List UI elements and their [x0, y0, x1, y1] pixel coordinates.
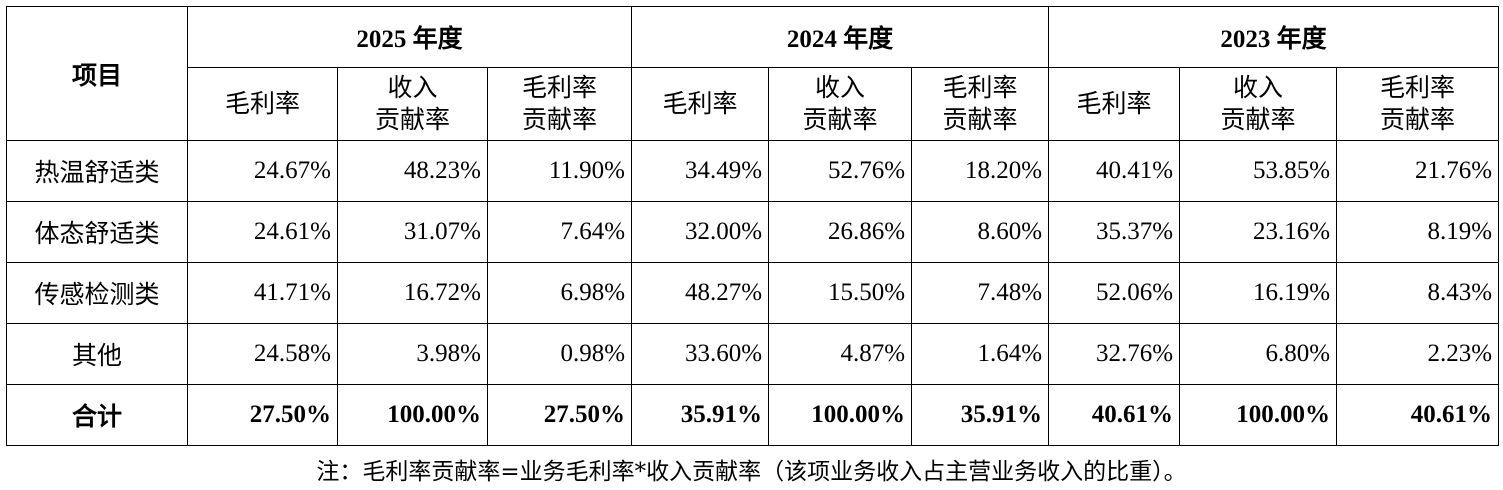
table-row: 体态舒适类 24.61% 31.07% 7.64% 32.00% 26.86% … [6, 201, 1500, 263]
total-cell: 100.00% [337, 384, 488, 446]
table-cell: 16.19% [1179, 262, 1338, 324]
table-cell: 24.67% [187, 140, 338, 202]
total-cell: 100.00% [768, 384, 913, 446]
table-footnote: 注：毛利率贡献率=业务毛利率*收入贡献率（该项业务收入占主营业务收入的比重）。 [316, 459, 1187, 485]
subheader-text: 毛利率 [942, 73, 1018, 102]
subheader-text: 贡献率 [522, 105, 598, 134]
item-column-header: 项目 [6, 6, 188, 141]
subheader-text: 贡献率 [942, 105, 1018, 134]
row-label: 热温舒适类 [6, 140, 188, 202]
table-cell: 26.86% [768, 201, 913, 263]
margin-contribution-header: 毛利率 贡献率 [1336, 67, 1500, 141]
subheader-text: 毛利率 [1076, 89, 1152, 118]
table-cell: 31.07% [337, 201, 488, 263]
subheader-text: 毛利率 [522, 73, 598, 102]
total-cell: 40.61% [1336, 384, 1500, 446]
table-row: 热温舒适类 24.67% 48.23% 11.90% 34.49% 52.76%… [6, 140, 1500, 202]
table-cell: 15.50% [768, 262, 913, 324]
table-cell: 24.58% [187, 323, 338, 385]
total-cell: 35.91% [631, 384, 770, 446]
table-cell: 3.98% [337, 323, 488, 385]
table-cell: 16.72% [337, 262, 488, 324]
subheader-text: 贡献率 [802, 105, 878, 134]
table-cell: 48.27% [631, 262, 770, 324]
table-cell: 7.48% [911, 262, 1050, 324]
year-header-2023: 2023 年度 [1048, 6, 1500, 68]
table-cell: 11.90% [486, 140, 633, 202]
table-cell: 0.98% [486, 323, 633, 385]
revenue-contribution-header: 收入 贡献率 [768, 67, 913, 141]
table-cell: 8.60% [911, 201, 1050, 263]
table-cell: 24.61% [187, 201, 338, 263]
table-row: 传感检测类 41.71% 16.72% 6.98% 48.27% 15.50% … [6, 262, 1500, 324]
row-label: 体态舒适类 [6, 201, 188, 263]
table-cell: 6.98% [486, 262, 633, 324]
gross-margin-header: 毛利率 [187, 67, 338, 141]
table-cell: 33.60% [631, 323, 770, 385]
total-cell: 27.50% [486, 384, 633, 446]
total-cell: 40.61% [1048, 384, 1181, 446]
total-cell: 35.91% [911, 384, 1050, 446]
table-cell: 32.76% [1048, 323, 1181, 385]
margin-contribution-header: 毛利率 贡献率 [486, 67, 633, 141]
table-cell: 40.41% [1048, 140, 1181, 202]
table-cell: 1.64% [911, 323, 1050, 385]
subheader-text: 毛利率 [224, 89, 300, 118]
table-cell: 7.64% [486, 201, 633, 263]
table-cell: 8.19% [1336, 201, 1500, 263]
subheader-text: 贡献率 [374, 105, 450, 134]
subheader-text: 贡献率 [1220, 105, 1296, 134]
table-cell: 6.80% [1179, 323, 1338, 385]
table-row: 其他 24.58% 3.98% 0.98% 33.60% 4.87% 1.64%… [6, 323, 1500, 385]
year-header-2025: 2025 年度 [186, 6, 633, 68]
total-label: 合计 [6, 384, 188, 446]
subheader-text: 毛利率 [1380, 73, 1456, 102]
row-label: 其他 [6, 323, 188, 385]
subheader-text: 毛利率 [662, 89, 738, 118]
table-cell: 4.87% [768, 323, 913, 385]
table-cell: 2.23% [1336, 323, 1500, 385]
row-label: 传感检测类 [6, 262, 188, 324]
subheader-text: 收入 [387, 73, 438, 102]
total-cell: 27.50% [187, 384, 338, 446]
subheader-text: 贡献率 [1380, 105, 1456, 134]
revenue-contribution-header: 收入 贡献率 [337, 67, 488, 141]
table-cell: 21.76% [1336, 140, 1500, 202]
table-cell: 53.85% [1179, 140, 1338, 202]
subheader-text: 收入 [815, 73, 866, 102]
revenue-contribution-header: 收入 贡献率 [1179, 67, 1338, 141]
table-cell: 48.23% [337, 140, 488, 202]
table-cell: 23.16% [1179, 201, 1338, 263]
margin-contribution-header: 毛利率 贡献率 [911, 67, 1050, 141]
table-cell: 52.06% [1048, 262, 1181, 324]
year-header-2024: 2024 年度 [631, 6, 1050, 68]
table-cell: 18.20% [911, 140, 1050, 202]
gross-margin-header: 毛利率 [1048, 67, 1181, 141]
table-cell: 35.37% [1048, 201, 1181, 263]
total-cell: 100.00% [1179, 384, 1338, 446]
table-cell: 34.49% [631, 140, 770, 202]
table-cell: 8.43% [1336, 262, 1500, 324]
table-cell: 41.71% [187, 262, 338, 324]
table-cell: 32.00% [631, 201, 770, 263]
subheader-text: 收入 [1233, 73, 1284, 102]
gross-margin-header: 毛利率 [631, 67, 770, 141]
total-row: 合计 27.50% 100.00% 27.50% 35.91% 100.00% … [6, 384, 1500, 446]
gross-margin-table: 项目 2025 年度 2024 年度 2023 年度 毛利率 收入贡献率 毛利率… [6, 6, 1500, 446]
table-cell: 52.76% [768, 140, 913, 202]
